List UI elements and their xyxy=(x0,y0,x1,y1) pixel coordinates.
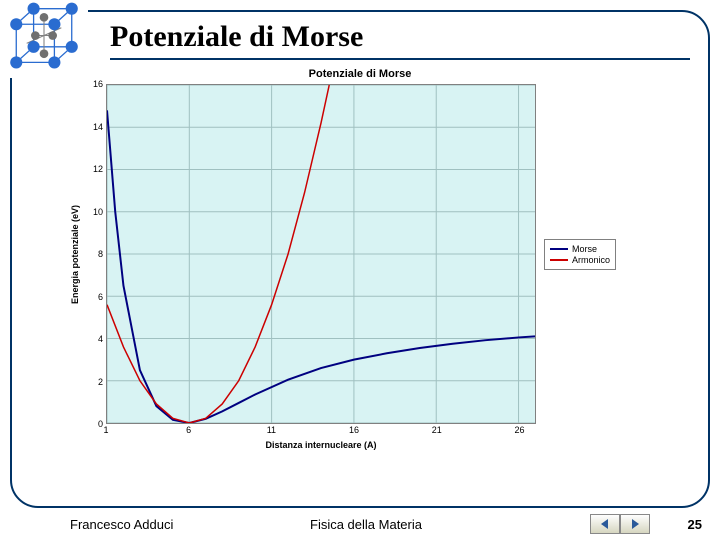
legend-item: Morse xyxy=(550,244,610,254)
x-tick-label: 1 xyxy=(103,425,108,435)
page-title: Potenziale di Morse xyxy=(110,20,690,54)
footer: Francesco Adduci Fisica della Materia 25 xyxy=(0,512,720,536)
next-button[interactable] xyxy=(620,514,650,534)
x-tick-label: 11 xyxy=(267,425,276,435)
triangle-left-icon xyxy=(598,517,612,531)
y-ticks: 0246810121416 xyxy=(84,84,106,424)
y-tick-label: 2 xyxy=(98,377,103,387)
chart-title: Potenziale di Morse xyxy=(70,68,650,80)
legend-swatch xyxy=(550,248,568,250)
prev-button[interactable] xyxy=(590,514,620,534)
triangle-right-icon xyxy=(628,517,642,531)
y-tick-label: 8 xyxy=(98,249,103,259)
y-tick-label: 14 xyxy=(93,122,103,132)
y-tick-label: 6 xyxy=(98,292,103,302)
y-tick-label: 4 xyxy=(98,334,103,344)
nav-arrows xyxy=(590,514,650,534)
x-tick-label: 26 xyxy=(514,425,524,435)
legend: MorseArmonico xyxy=(544,239,616,270)
author-label: Francesco Adduci xyxy=(70,517,173,532)
page-number: 25 xyxy=(688,517,702,532)
header: Potenziale di Morse xyxy=(110,20,690,60)
crystal-lattice-icon xyxy=(0,0,88,78)
y-tick-label: 10 xyxy=(93,207,103,217)
chart-container: Potenziale di Morse Energia potenziale (… xyxy=(70,68,650,478)
legend-item: Armonico xyxy=(550,255,610,265)
legend-label: Armonico xyxy=(572,255,610,265)
y-tick-label: 0 xyxy=(98,419,103,429)
x-tick-label: 21 xyxy=(432,425,442,435)
x-ticks: 1611162126 xyxy=(106,424,536,438)
legend-label: Morse xyxy=(572,244,597,254)
x-tick-label: 16 xyxy=(349,425,359,435)
subject-label: Fisica della Materia xyxy=(310,517,422,532)
legend-swatch xyxy=(550,259,568,261)
y-tick-label: 16 xyxy=(93,79,103,89)
y-tick-label: 12 xyxy=(93,164,103,174)
x-tick-label: 6 xyxy=(186,425,191,435)
x-axis-label: Distanza internucleare (A) xyxy=(106,440,536,450)
plot-area xyxy=(106,84,536,424)
y-axis-label: Energia potenziale (eV) xyxy=(70,84,84,424)
